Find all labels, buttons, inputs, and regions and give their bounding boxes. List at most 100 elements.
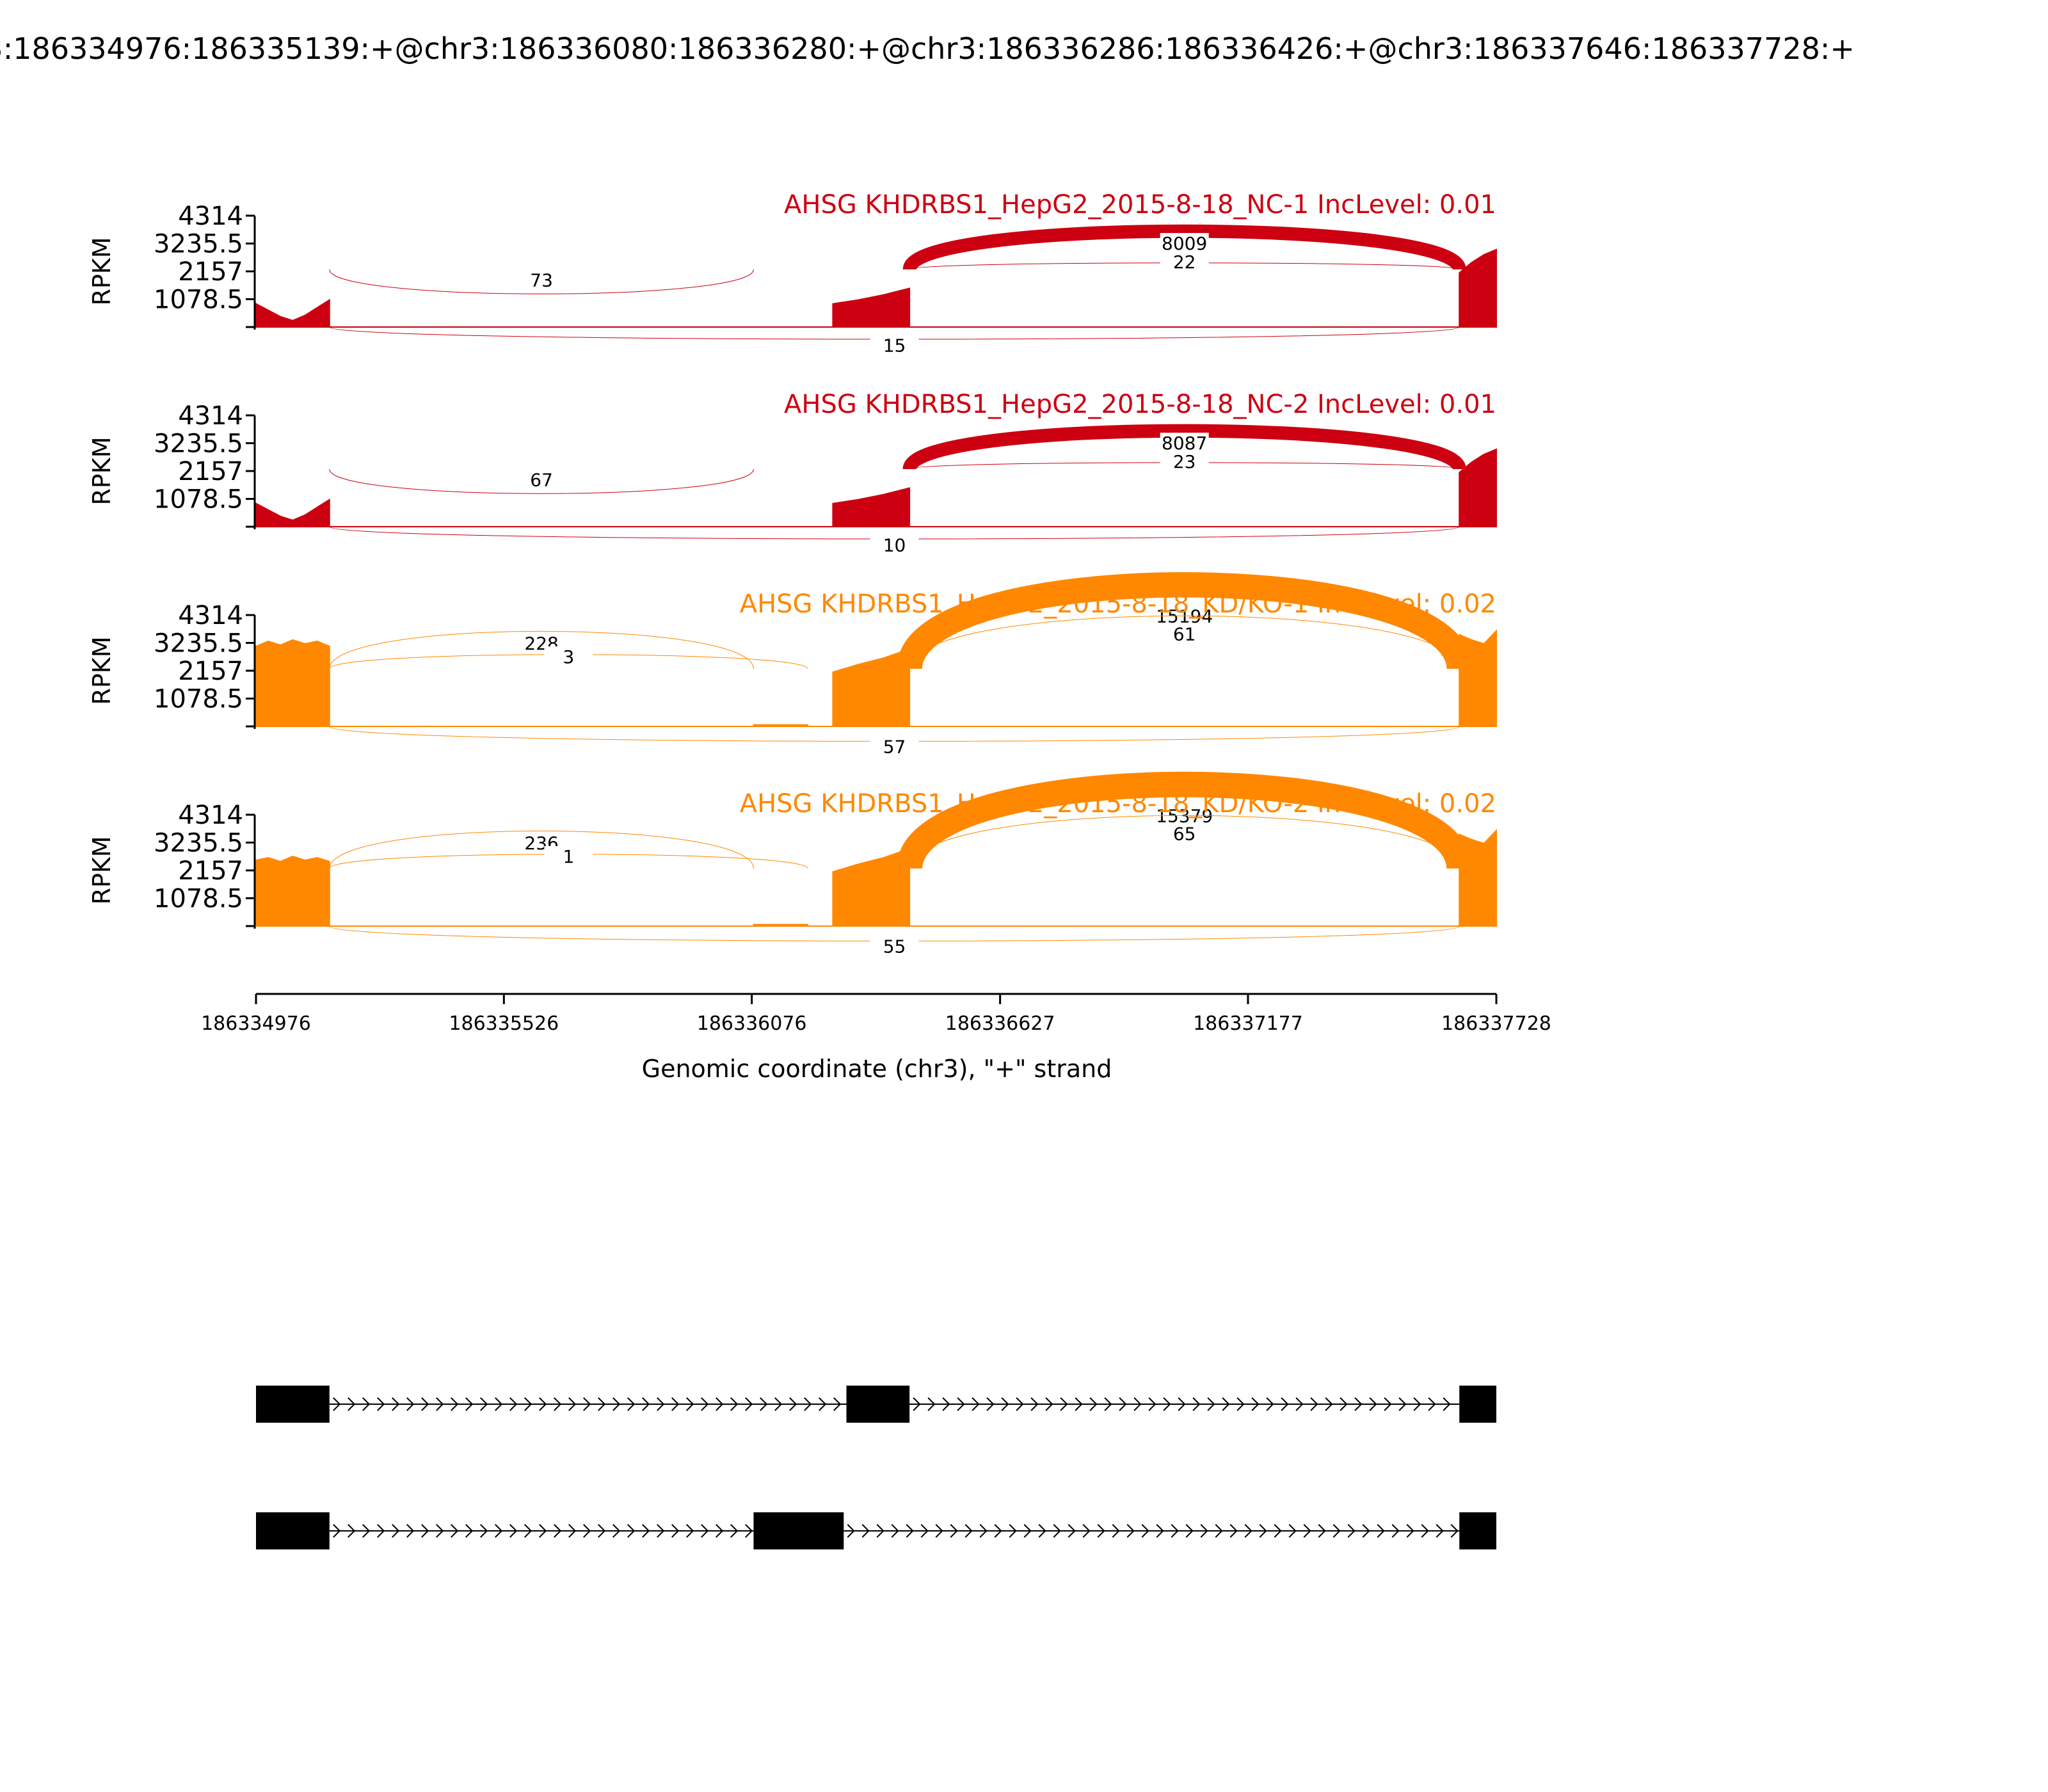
strand-arrow — [957, 1397, 965, 1411]
strand-arrow — [1406, 1524, 1414, 1538]
junction-count: 8087 — [1162, 433, 1207, 454]
strand-arrow — [583, 1397, 591, 1411]
strand-arrow — [964, 1524, 973, 1538]
strand-arrow — [1362, 1524, 1370, 1538]
y-tick-label: 4314 — [178, 401, 243, 431]
y-tick-label: 2157 — [178, 657, 243, 686]
strand-arrow — [819, 1397, 827, 1411]
junction-label-bg — [544, 646, 593, 668]
strand-arrow — [927, 1397, 936, 1411]
y-axis-label: RPKM — [88, 836, 116, 904]
strand-arrow — [716, 1397, 724, 1411]
strand-arrow — [1436, 1524, 1444, 1538]
junction-count: 73 — [530, 269, 553, 291]
sample-panel: 22831519461571078.521573235.54314RPKMAHS… — [88, 572, 1497, 758]
strand-arrow — [1045, 1397, 1053, 1411]
strand-arrow — [1141, 1524, 1149, 1538]
y-tick-label: 4314 — [178, 601, 243, 630]
y-tick-label: 2157 — [178, 457, 243, 486]
strand-arrow — [1185, 1524, 1194, 1538]
strand-arrow — [701, 1524, 709, 1538]
junction-label-bg — [544, 845, 593, 868]
x-tick-label: 186336076 — [697, 1012, 807, 1035]
y-tick-label: 1078.5 — [154, 285, 243, 315]
strand-arrow — [1377, 1524, 1385, 1538]
strand-arrow — [539, 1397, 547, 1411]
strand-arrow — [509, 1397, 518, 1411]
figure-title: chr3:186334976:186335139:+@chr3:18633608… — [0, 31, 1855, 66]
strand-arrow — [789, 1397, 797, 1411]
strand-arrow — [847, 1524, 855, 1538]
junction-arc — [897, 572, 1473, 671]
exon-block — [256, 1512, 330, 1549]
strand-arrow — [1340, 1397, 1348, 1411]
x-tick-label: 186334976 — [201, 1012, 311, 1035]
strand-arrow — [1119, 1397, 1127, 1411]
strand-arrow — [406, 1524, 415, 1538]
strand-arrow — [1009, 1524, 1017, 1538]
strand-arrow — [436, 1524, 444, 1538]
junction-label-bg — [870, 736, 919, 758]
exon-block — [1459, 1512, 1496, 1549]
y-tick-label: 1078.5 — [154, 485, 243, 515]
y-tick-label: 3235.5 — [154, 829, 243, 858]
strand-arrow — [495, 1397, 503, 1411]
strand-arrow — [554, 1397, 562, 1411]
y-tick-label: 2157 — [178, 856, 243, 886]
junction-arc — [909, 615, 1460, 669]
strand-arrow — [1236, 1397, 1245, 1411]
strand-arrow — [1192, 1397, 1201, 1411]
x-axis-label: Genomic coordinate (chr3), "+" strand — [642, 1055, 1112, 1083]
strand-arrow — [1222, 1397, 1230, 1411]
strand-arrow — [1274, 1524, 1282, 1538]
coverage-area — [1459, 448, 1497, 527]
junction-label-bg — [517, 269, 566, 292]
strand-arrow — [1369, 1397, 1377, 1411]
junction-count: 15194 — [1156, 605, 1213, 627]
strand-arrow — [1038, 1524, 1046, 1538]
junction-label-bg — [517, 469, 566, 492]
isoform-track — [256, 1386, 1496, 1423]
strand-arrow — [1097, 1524, 1105, 1538]
y-tick-label: 3235.5 — [154, 429, 243, 459]
junction-count: 8009 — [1162, 233, 1207, 254]
strand-arrow — [480, 1397, 488, 1411]
junction-label-bg — [1160, 623, 1209, 646]
strand-arrow — [612, 1397, 621, 1411]
strand-arrow — [1156, 1524, 1164, 1538]
y-tick-label: 2157 — [178, 257, 243, 287]
strand-arrow — [362, 1397, 371, 1411]
coverage-area — [832, 287, 911, 328]
isoform-tracks — [256, 1386, 1496, 1549]
strand-arrow — [671, 1524, 680, 1538]
strand-arrow — [935, 1524, 943, 1538]
y-tick-label: 1078.5 — [154, 685, 243, 714]
strand-arrow — [913, 1397, 921, 1411]
junction-count: 61 — [1173, 624, 1196, 645]
strand-arrow — [671, 1397, 680, 1411]
strand-arrow — [1171, 1524, 1179, 1538]
y-tick-label: 1078.5 — [154, 884, 243, 914]
strand-arrow — [406, 1397, 415, 1411]
junction-label-bg — [870, 335, 919, 357]
strand-arrow — [583, 1524, 591, 1538]
junction-label-bg — [1160, 233, 1209, 255]
strand-arrow — [1421, 1524, 1429, 1538]
strand-arrow — [1347, 1524, 1356, 1538]
junction-label-bg — [1160, 823, 1209, 845]
y-tick-label: 4314 — [178, 202, 243, 231]
strand-arrow — [1148, 1397, 1156, 1411]
strand-arrow — [1178, 1397, 1186, 1411]
strand-arrow — [1200, 1524, 1208, 1538]
strand-arrow — [1332, 1524, 1341, 1538]
exon-block — [256, 1386, 330, 1423]
strand-arrow — [1215, 1524, 1223, 1538]
strand-arrow — [1450, 1524, 1459, 1538]
strand-arrow — [760, 1397, 768, 1411]
y-axis-label: RPKM — [88, 237, 116, 305]
